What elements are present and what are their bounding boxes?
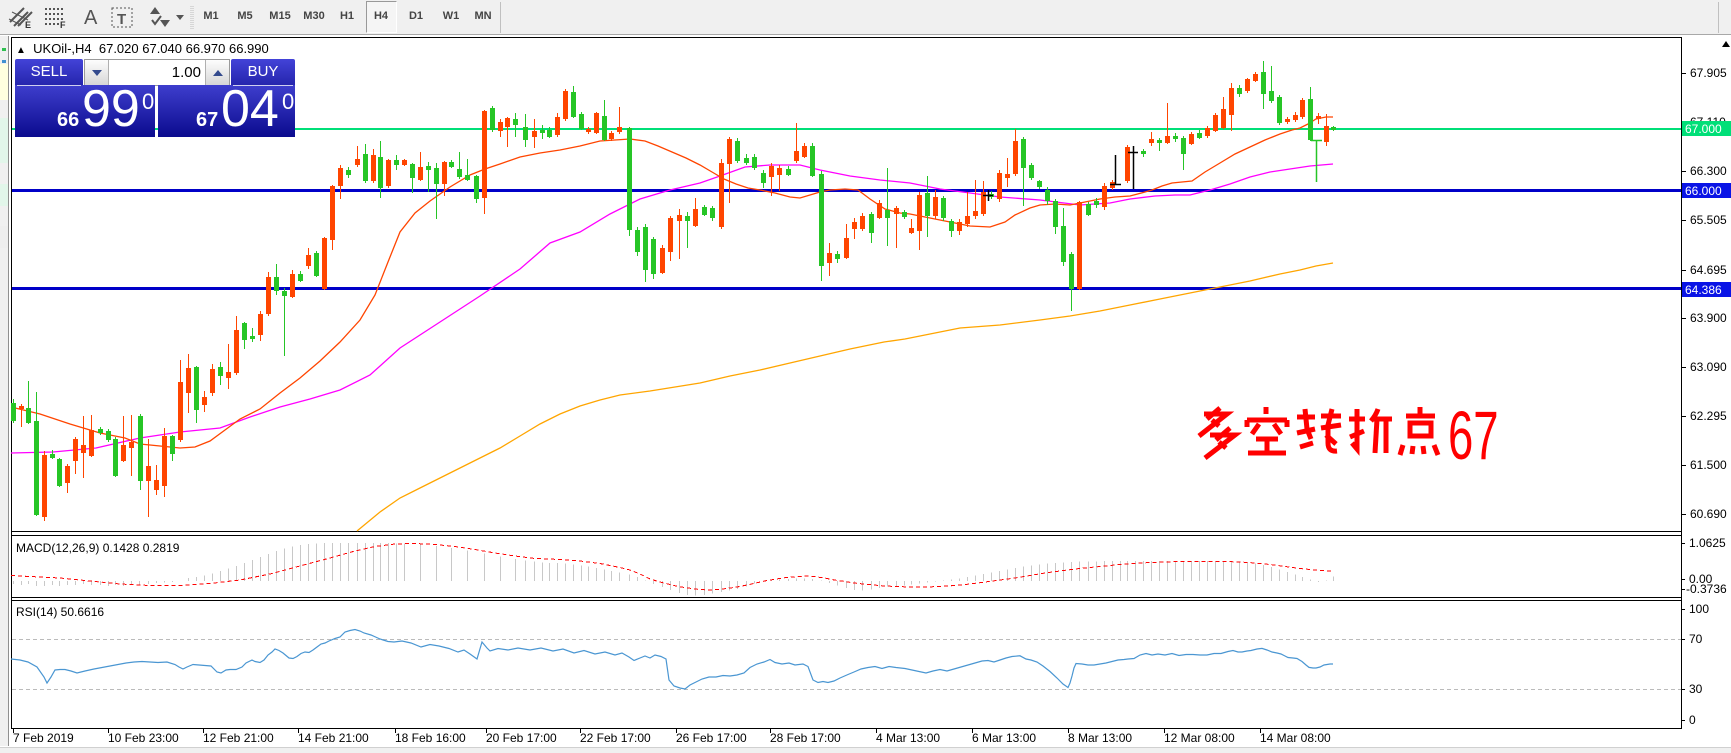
svg-text:6 Mar 13:00: 6 Mar 13:00 [972, 731, 1036, 745]
svg-text:T: T [117, 11, 126, 28]
svg-text:66.000: 66.000 [1685, 184, 1722, 198]
svg-text:10 Feb 23:00: 10 Feb 23:00 [108, 731, 179, 745]
svg-text:28 Feb 17:00: 28 Feb 17:00 [770, 731, 841, 745]
svg-text:65.505: 65.505 [1690, 213, 1727, 227]
svg-text:67.000: 67.000 [1685, 122, 1722, 136]
svg-text:E: E [25, 20, 31, 30]
svg-text:30: 30 [1689, 682, 1703, 696]
svg-text:RSI(14) 50.6616: RSI(14) 50.6616 [16, 605, 104, 619]
svg-text:62.295: 62.295 [1690, 409, 1727, 423]
svg-text:100: 100 [1689, 602, 1709, 616]
svg-text:70: 70 [1689, 632, 1703, 646]
svg-text:67: 67 [1448, 398, 1499, 475]
svg-text:20 Feb 17:00: 20 Feb 17:00 [486, 731, 557, 745]
svg-text:0: 0 [1689, 713, 1696, 727]
svg-text:F: F [60, 20, 66, 30]
svg-text:14 Feb 21:00: 14 Feb 21:00 [298, 731, 369, 745]
svg-text:MACD(12,26,9) 0.1428 0.2819: MACD(12,26,9) 0.1428 0.2819 [16, 541, 180, 555]
svg-text:12 Feb 21:00: 12 Feb 21:00 [203, 731, 274, 745]
svg-text:4 Mar 13:00: 4 Mar 13:00 [876, 731, 940, 745]
svg-text:1.0625: 1.0625 [1689, 536, 1726, 550]
svg-text:26 Feb 17:00: 26 Feb 17:00 [676, 731, 747, 745]
svg-text:12 Mar 08:00: 12 Mar 08:00 [1164, 731, 1235, 745]
svg-text:61.500: 61.500 [1690, 458, 1727, 472]
svg-text:66.300: 66.300 [1690, 164, 1727, 178]
svg-text:14 Mar 08:00: 14 Mar 08:00 [1260, 731, 1331, 745]
svg-text:63.090: 63.090 [1690, 360, 1727, 374]
svg-text:0.00: 0.00 [1689, 572, 1713, 586]
svg-text:64.386: 64.386 [1685, 283, 1722, 297]
svg-text:22 Feb 17:00: 22 Feb 17:00 [580, 731, 651, 745]
svg-text:67.905: 67.905 [1690, 66, 1727, 80]
svg-text:A: A [84, 7, 98, 29]
svg-text:18 Feb 16:00: 18 Feb 16:00 [395, 731, 466, 745]
svg-text:7 Feb 2019: 7 Feb 2019 [13, 731, 74, 745]
svg-text:64.695: 64.695 [1690, 263, 1727, 277]
svg-text:63.900: 63.900 [1690, 311, 1727, 325]
svg-text:-0.3736: -0.3736 [1686, 582, 1727, 596]
svg-text:8 Mar 13:00: 8 Mar 13:00 [1068, 731, 1132, 745]
svg-text:60.690: 60.690 [1690, 507, 1727, 521]
